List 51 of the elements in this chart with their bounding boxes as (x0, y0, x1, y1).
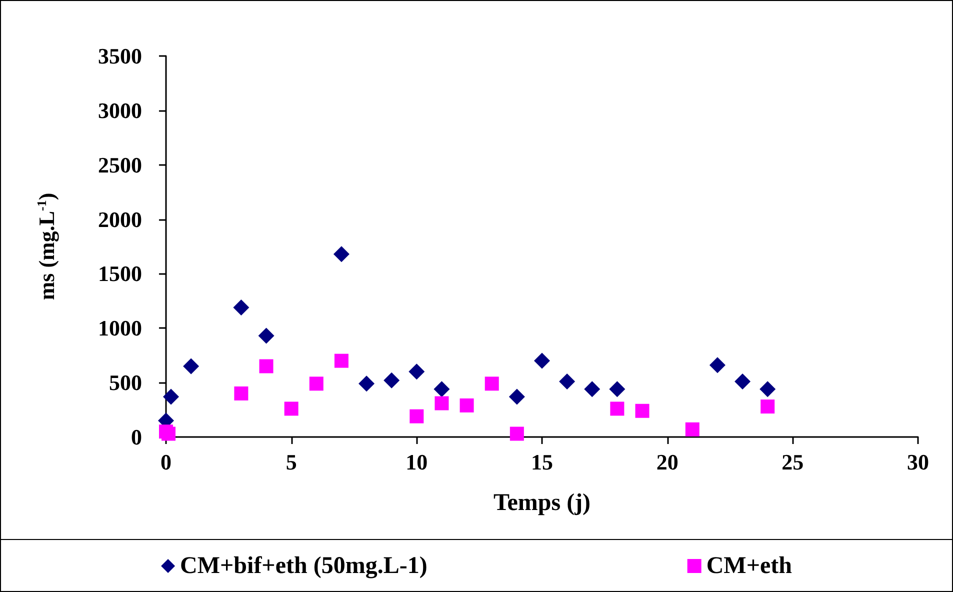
y-tick-label: 2500 (98, 152, 142, 178)
point (609, 381, 626, 398)
legend-label: CM+eth (706, 553, 792, 579)
point (434, 381, 450, 398)
point (510, 426, 524, 441)
point (484, 376, 499, 391)
x-axis-title: Temps (j) (493, 490, 591, 516)
point (384, 372, 400, 388)
y-tick-label: 3500 (98, 44, 142, 68)
y-tick-label: 500 (109, 370, 142, 396)
point (709, 357, 726, 374)
x-tick-label: 5 (286, 450, 297, 474)
point (760, 400, 775, 414)
point (559, 373, 576, 390)
point (434, 396, 449, 410)
point (685, 422, 700, 436)
x-tick-label: 30 (907, 450, 929, 474)
point (610, 402, 624, 416)
y-tick-label: 3000 (98, 98, 142, 123)
point (534, 352, 550, 369)
point (259, 359, 274, 374)
point (284, 402, 298, 416)
point (460, 398, 474, 412)
point (760, 381, 776, 398)
point (183, 358, 200, 374)
point (333, 246, 350, 262)
y-tick-label: 1000 (98, 316, 142, 341)
y-tick-label: 2000 (98, 206, 142, 232)
y-axis-title: ms (mg.L-1) (34, 192, 59, 300)
point (334, 354, 348, 368)
point (234, 386, 248, 400)
point (163, 388, 180, 405)
x-tick-label: 25 (782, 450, 804, 474)
point (734, 373, 751, 390)
x-tick-label: 15 (531, 450, 553, 474)
point (233, 299, 250, 316)
legend-label: CM+bif+eth (50mg.L-1) (180, 553, 428, 579)
point (635, 404, 650, 418)
point (410, 409, 424, 424)
x-tick-label: 10 (406, 450, 428, 474)
x-tick-label: 20 (656, 450, 678, 474)
point (584, 381, 600, 398)
point (162, 426, 176, 441)
point (358, 376, 375, 392)
point (258, 328, 274, 344)
y-tick-label: 1500 (98, 261, 142, 286)
x-tick-label: 0 (160, 450, 172, 474)
point (508, 388, 525, 405)
y-tick-label: 0 (131, 424, 142, 450)
point (408, 364, 425, 380)
point (309, 376, 324, 391)
